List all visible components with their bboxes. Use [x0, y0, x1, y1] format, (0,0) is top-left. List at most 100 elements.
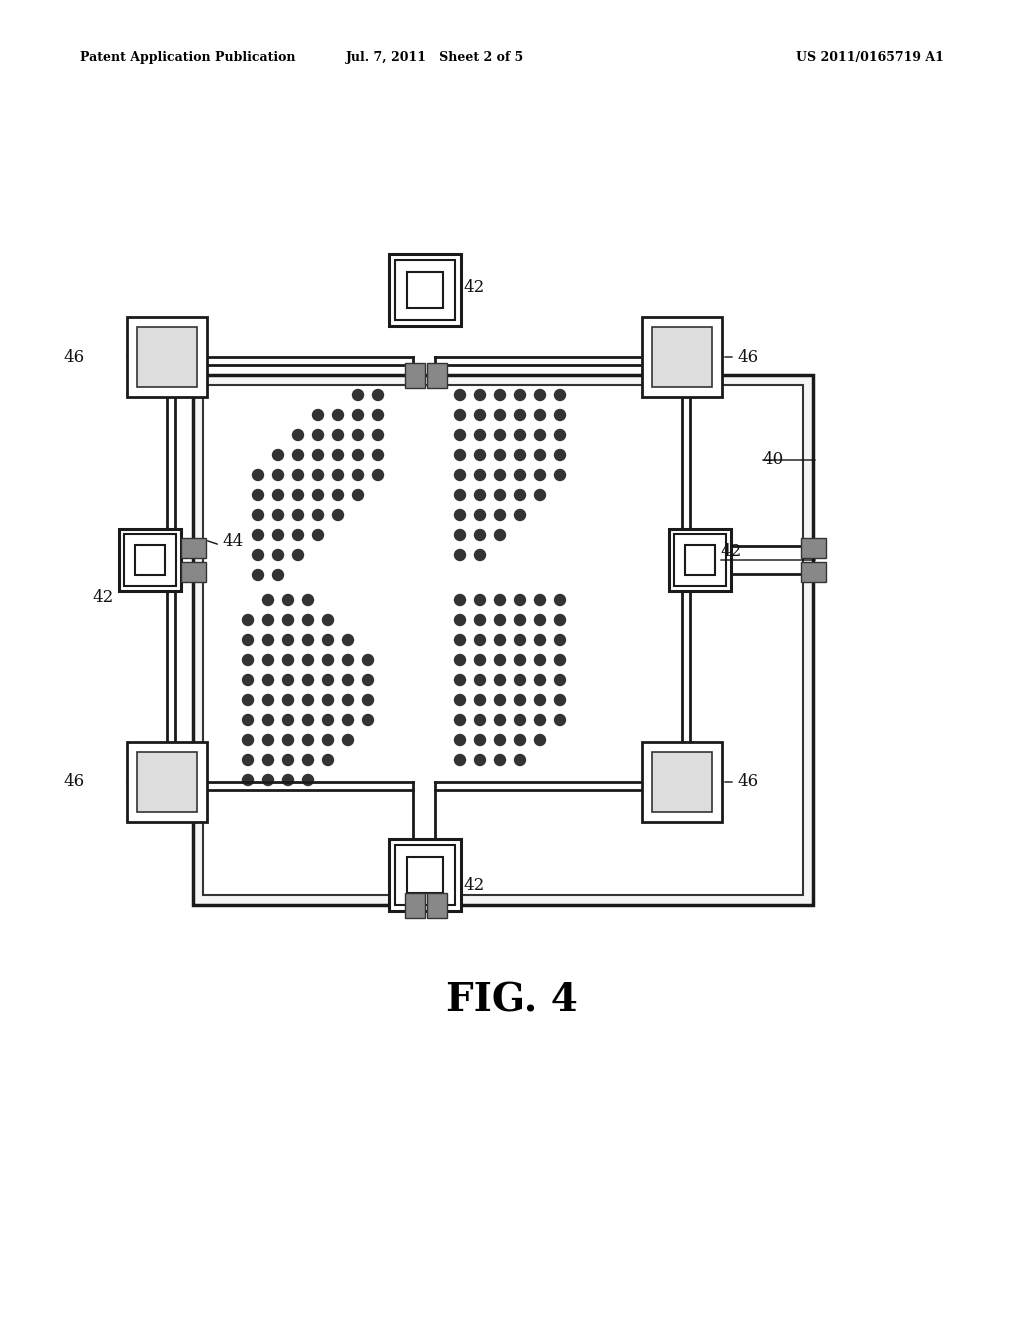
- Circle shape: [243, 635, 254, 645]
- Circle shape: [514, 675, 525, 685]
- Text: 42: 42: [92, 590, 114, 606]
- Circle shape: [455, 615, 466, 626]
- Circle shape: [495, 594, 506, 606]
- Text: 40: 40: [762, 451, 783, 469]
- Circle shape: [342, 675, 353, 685]
- Circle shape: [474, 490, 485, 500]
- Bar: [119, 529, 181, 591]
- Circle shape: [373, 450, 384, 461]
- Circle shape: [555, 635, 565, 645]
- Circle shape: [495, 615, 506, 626]
- Circle shape: [312, 409, 324, 421]
- Circle shape: [243, 655, 254, 665]
- Circle shape: [362, 694, 374, 705]
- Circle shape: [495, 655, 506, 665]
- Circle shape: [555, 714, 565, 726]
- Circle shape: [474, 549, 485, 561]
- Circle shape: [302, 775, 313, 785]
- Circle shape: [362, 714, 374, 726]
- Circle shape: [474, 529, 485, 540]
- Circle shape: [293, 450, 303, 461]
- Bar: [193, 375, 813, 906]
- Circle shape: [495, 490, 506, 500]
- Circle shape: [302, 635, 313, 645]
- Bar: [406, 363, 425, 388]
- Circle shape: [272, 510, 284, 520]
- Circle shape: [455, 655, 466, 665]
- Bar: [124, 535, 176, 586]
- Text: 46: 46: [737, 774, 758, 791]
- Circle shape: [342, 734, 353, 746]
- Circle shape: [253, 549, 263, 561]
- Circle shape: [272, 549, 284, 561]
- Circle shape: [555, 655, 565, 665]
- Circle shape: [455, 529, 466, 540]
- Bar: [180, 562, 206, 582]
- Circle shape: [272, 450, 284, 461]
- Circle shape: [373, 409, 384, 421]
- Circle shape: [333, 510, 343, 520]
- Circle shape: [555, 409, 565, 421]
- Circle shape: [495, 755, 506, 766]
- Circle shape: [514, 615, 525, 626]
- Circle shape: [495, 409, 506, 421]
- Circle shape: [352, 389, 364, 400]
- Bar: [127, 742, 207, 822]
- Circle shape: [262, 714, 273, 726]
- Circle shape: [272, 470, 284, 480]
- Circle shape: [333, 429, 343, 441]
- Text: 42: 42: [720, 544, 741, 561]
- Circle shape: [474, 755, 485, 766]
- Circle shape: [514, 755, 525, 766]
- Circle shape: [555, 615, 565, 626]
- Circle shape: [495, 470, 506, 480]
- Text: Jul. 7, 2011   Sheet 2 of 5: Jul. 7, 2011 Sheet 2 of 5: [346, 51, 524, 65]
- Circle shape: [455, 694, 466, 705]
- Circle shape: [352, 490, 364, 500]
- Circle shape: [253, 490, 263, 500]
- Bar: [685, 545, 715, 576]
- Bar: [127, 317, 207, 397]
- Circle shape: [514, 429, 525, 441]
- Circle shape: [495, 510, 506, 520]
- Circle shape: [514, 655, 525, 665]
- Circle shape: [293, 490, 303, 500]
- Circle shape: [293, 429, 303, 441]
- Circle shape: [323, 755, 334, 766]
- Bar: [135, 545, 165, 576]
- Bar: [642, 317, 722, 397]
- Circle shape: [474, 694, 485, 705]
- Text: 46: 46: [63, 774, 85, 791]
- Text: 42: 42: [463, 876, 484, 894]
- Text: 44: 44: [222, 533, 244, 550]
- Circle shape: [342, 635, 353, 645]
- Circle shape: [253, 510, 263, 520]
- Circle shape: [455, 470, 466, 480]
- Text: 46: 46: [737, 348, 758, 366]
- Circle shape: [455, 450, 466, 461]
- Circle shape: [474, 675, 485, 685]
- Circle shape: [283, 675, 294, 685]
- Circle shape: [474, 510, 485, 520]
- Circle shape: [362, 675, 374, 685]
- Bar: [427, 363, 447, 388]
- Circle shape: [535, 635, 546, 645]
- Circle shape: [302, 655, 313, 665]
- Circle shape: [352, 429, 364, 441]
- Circle shape: [283, 594, 294, 606]
- Bar: [395, 845, 456, 906]
- Circle shape: [262, 694, 273, 705]
- Circle shape: [455, 594, 466, 606]
- Circle shape: [455, 734, 466, 746]
- Circle shape: [555, 694, 565, 705]
- Bar: [203, 385, 803, 895]
- Circle shape: [262, 734, 273, 746]
- Circle shape: [455, 755, 466, 766]
- Circle shape: [514, 734, 525, 746]
- Circle shape: [312, 490, 324, 500]
- Bar: [427, 892, 447, 917]
- Circle shape: [262, 635, 273, 645]
- Circle shape: [323, 694, 334, 705]
- Circle shape: [312, 450, 324, 461]
- Circle shape: [535, 734, 546, 746]
